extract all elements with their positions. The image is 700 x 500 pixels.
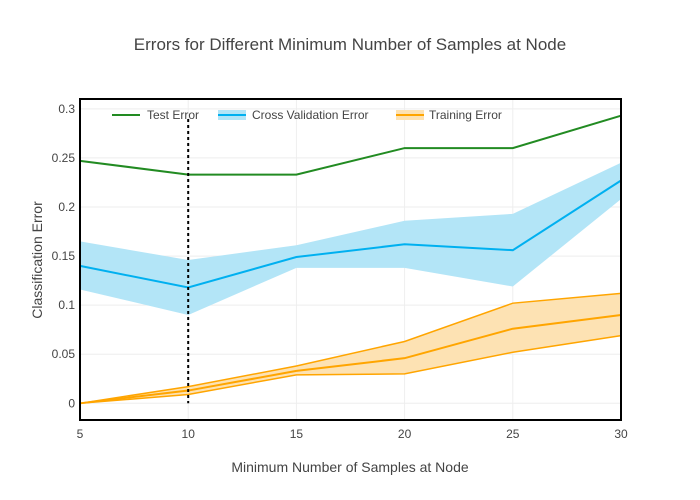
training-error-upper-bound: [79, 292, 622, 405]
y-tick-label: 0.05: [52, 347, 76, 361]
cross-validation-error-band: [80, 162, 621, 315]
y-tick-label: 0.3: [58, 102, 75, 116]
legend-item-cross-validation-error: Cross Validation Error: [218, 108, 368, 122]
x-tick-label: 15: [290, 427, 304, 441]
plot-frame: [79, 98, 622, 421]
legend-item-training-error: Training Error: [396, 108, 502, 122]
y-axis-label: Classification Error: [29, 201, 45, 319]
series-lines: [79, 114, 622, 405]
training-error-line: [79, 313, 622, 405]
x-tick-label: 25: [506, 427, 520, 441]
y-tick-label: 0.2: [58, 200, 75, 214]
legend: Test Error Cross Validation Error Training…: [112, 108, 502, 122]
x-axis-label: Minimum Number of Samples at Node: [231, 459, 469, 475]
x-tick-label: 20: [398, 427, 412, 441]
y-tick-label: 0.25: [52, 151, 76, 165]
training-error-lower-bound: [79, 334, 622, 405]
legend-item-test-error: Test Error: [112, 108, 199, 122]
legend-label: Cross Validation Error: [252, 108, 368, 122]
x-tick-label: 5: [77, 427, 84, 441]
cross-validation-error-line: [79, 179, 622, 289]
error-bands: [79, 162, 622, 405]
x-tick-label: 10: [182, 427, 196, 441]
training-error-band: [80, 293, 621, 404]
chart-title: Errors for Different Minimum Number of S…: [134, 35, 566, 54]
y-tick-label: 0.15: [52, 249, 76, 263]
legend-label: Test Error: [147, 108, 199, 122]
x-tick-labels: 5 10 15 20 25 30: [77, 427, 628, 441]
y-tick-label: 0.1: [58, 298, 75, 312]
x-tick-label: 30: [614, 427, 628, 441]
y-tick-label: 0: [68, 396, 75, 410]
y-tick-labels: 0 0.05 0.1 0.15 0.2 0.25 0.3: [52, 102, 76, 410]
test-error-line: [79, 114, 622, 176]
legend-label: Training Error: [429, 108, 502, 122]
